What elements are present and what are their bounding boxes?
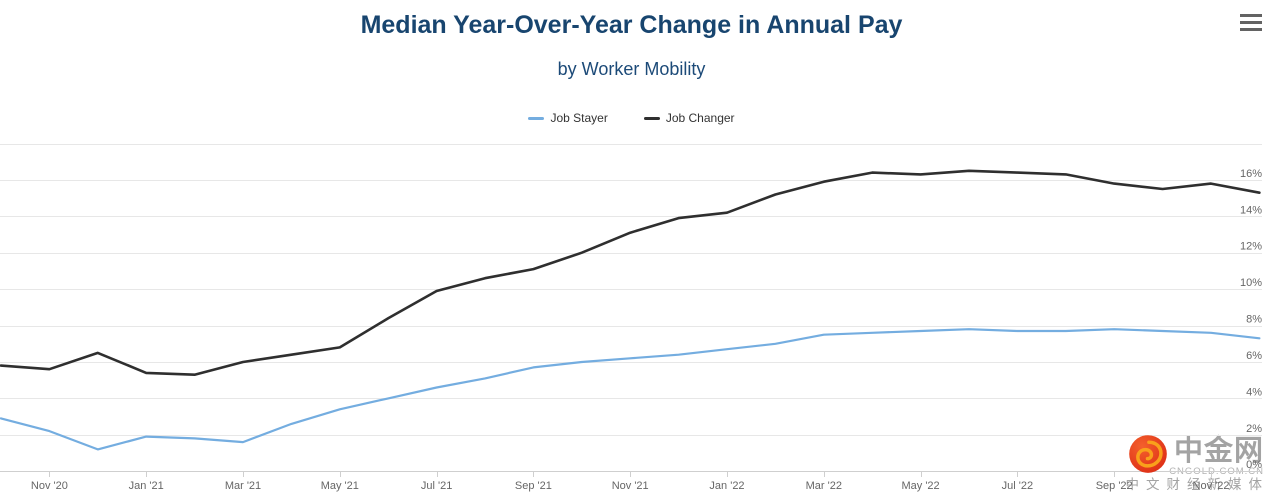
legend-label: Job Stayer: [550, 111, 608, 125]
series-line-job-stayer: [0, 328, 1261, 451]
menu-bar: [1240, 21, 1262, 24]
legend-item-job-changer[interactable]: Job Changer: [643, 111, 735, 125]
watermark-tagline: 中文财经新媒体: [1125, 477, 1269, 492]
series-line-job-changer: [0, 169, 1261, 377]
y-axis-label: 16%: [1240, 168, 1262, 180]
x-axis-label: Jul '22: [1002, 480, 1033, 492]
y-axis-label: 0%: [1246, 459, 1262, 471]
y-axis-label: 6%: [1246, 350, 1262, 362]
x-axis-label: Jul '21: [421, 480, 452, 492]
y-axis-label: 4%: [1246, 386, 1262, 398]
x-axis-label: Mar '21: [225, 480, 261, 492]
legend-swatch: [528, 116, 545, 120]
x-axis-label: Sep '21: [515, 480, 552, 492]
y-axis-label: 2%: [1246, 423, 1262, 435]
menu-bar: [1240, 28, 1262, 31]
chart-title: Median Year-Over-Year Change in Annual P…: [360, 11, 903, 39]
y-axis-label: 14%: [1240, 204, 1262, 216]
x-axis-label: Jan '22: [709, 480, 744, 492]
y-axis-label: 10%: [1240, 277, 1262, 289]
menu-bar: [1240, 14, 1262, 17]
x-axis-label: Jan '21: [129, 480, 164, 492]
x-axis-label: Nov '21: [612, 480, 649, 492]
cngold-logo-icon: [1129, 435, 1167, 473]
watermark-site-name: 中金网: [1173, 435, 1264, 467]
x-axis-label: Nov '22: [1193, 480, 1230, 492]
legend-label: Job Changer: [665, 111, 735, 125]
x-axis-label: May '21: [321, 480, 359, 492]
chart-subtitle: by Worker Mobility: [557, 59, 706, 79]
x-axis-label: May '22: [902, 480, 940, 492]
legend-swatch: [643, 116, 660, 120]
x-axis-label: Sep '22: [1096, 480, 1133, 492]
x-axis-label: Nov '20: [31, 480, 68, 492]
x-axis-label: Mar '22: [806, 480, 842, 492]
y-axis-label: 8%: [1246, 314, 1262, 326]
y-axis-label: 12%: [1240, 241, 1262, 253]
legend: Job Stayer Job Changer: [0, 111, 1263, 125]
hamburger-menu-icon[interactable]: [1240, 14, 1264, 31]
legend-item-job-stayer[interactable]: Job Stayer: [528, 111, 608, 125]
